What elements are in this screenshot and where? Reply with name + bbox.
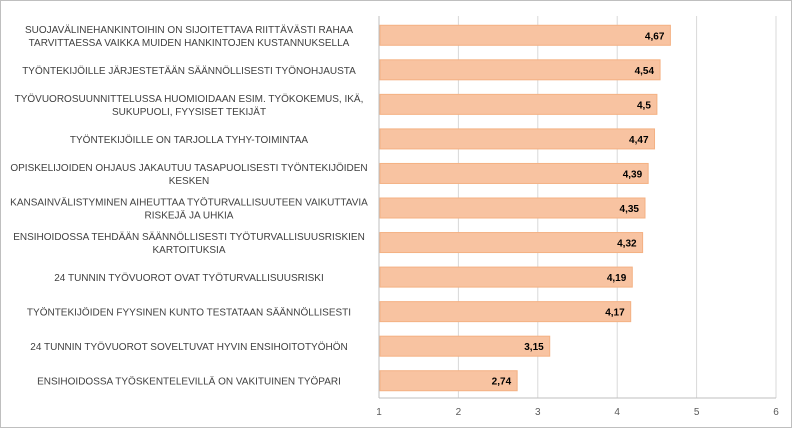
category-labels: SUOJAVÄLINEHANKINTOIHIN ON SIJOITETTAVA … bbox=[10, 24, 368, 388]
data-label: 4,47 bbox=[629, 135, 649, 146]
category-label-line: 24 TUNNIN TYÖVUOROT OVAT TYÖTURVALLISUUS… bbox=[54, 272, 324, 284]
category-label: ENSIHOIDOSSA TYÖSKENTELEVILLÄ ON VAKITUI… bbox=[37, 376, 341, 388]
category-label-line: RISKEJÄ JA UHKIA bbox=[145, 210, 234, 222]
category-label-line: KARTOITUKSIA bbox=[153, 245, 226, 256]
bar bbox=[379, 197, 646, 219]
category-label: OPISKELIJOIDEN OHJAUS JAKAUTUU TASAPUOLI… bbox=[10, 162, 367, 187]
category-label: TYÖNTEKIJÖILLE ON TARJOLLA TYHY-TOIMINTA… bbox=[70, 134, 309, 146]
category-label: 24 TUNNIN TYÖVUOROT OVAT TYÖTURVALLISUUS… bbox=[54, 272, 324, 284]
x-tick-label: 6 bbox=[773, 407, 779, 418]
category-label-line: KESKEN bbox=[169, 176, 210, 187]
data-label: 4,67 bbox=[645, 31, 665, 42]
category-label-line: TYÖNTEKIJÖILLE JÄRJESTETÄÄN SÄÄNNÖLLISES… bbox=[22, 65, 356, 77]
category-label-line: ENSIHOIDOSSA TEHDÄÄN SÄÄNNÖLLISESTI TYÖT… bbox=[13, 231, 365, 243]
category-label: ENSIHOIDOSSA TEHDÄÄN SÄÄNNÖLLISESTI TYÖT… bbox=[13, 231, 365, 256]
category-label-line: OPISKELIJOIDEN OHJAUS JAKAUTUU TASAPUOLI… bbox=[10, 162, 367, 174]
bar bbox=[379, 24, 671, 46]
x-axis: 1 2 3 4 5 6 bbox=[376, 397, 779, 418]
category-label-line: TYÖNTEKIJÖIDEN FYYSINEN KUNTO TESTATAAN … bbox=[27, 307, 351, 319]
category-label: KANSAINVÄLISTYMINEN AIHEUTTAA TYÖTURVALL… bbox=[10, 197, 368, 222]
category-label-line: TYÖNTEKIJÖILLE ON TARJOLLA TYHY-TOIMINTA… bbox=[70, 134, 309, 146]
category-label-line: 24 TUNNIN TYÖVUOROT SOVELTUVAT HYVIN ENS… bbox=[30, 341, 347, 353]
data-label: 4,54 bbox=[635, 66, 655, 77]
bar bbox=[379, 266, 633, 288]
data-label: 4,35 bbox=[620, 204, 640, 215]
bar bbox=[379, 93, 658, 115]
bar bbox=[379, 232, 644, 254]
bars: 4,67 4,54 4,5 4,47 4,39 4,35 4,32 4,19 4,17 3,15 2… bbox=[379, 24, 671, 392]
category-label-line: KANSAINVÄLISTYMINEN AIHEUTTAA TYÖTURVALL… bbox=[10, 197, 368, 209]
category-label-line: SUOJAVÄLINEHANKINTOIHIN ON SIJOITETTAVA … bbox=[25, 24, 353, 36]
category-label-line: TYÖVUOROSUUNNITTELUSSA HUOMIOIDAAN ESIM.… bbox=[15, 93, 364, 105]
x-tick-label: 4 bbox=[614, 407, 620, 418]
data-label: 4,17 bbox=[605, 308, 625, 319]
category-label-line: ENSIHOIDOSSA TYÖSKENTELEVILLÄ ON VAKITUI… bbox=[37, 376, 341, 388]
data-label: 4,5 bbox=[637, 100, 651, 111]
data-label: 3,15 bbox=[524, 342, 544, 353]
data-label: 2,74 bbox=[492, 377, 512, 388]
category-label-line: TARVITTAESSA VAIKKA MUIDEN HANKINTOJEN K… bbox=[29, 38, 350, 49]
bar bbox=[379, 335, 551, 357]
category-label: 24 TUNNIN TYÖVUOROT SOVELTUVAT HYVIN ENS… bbox=[30, 341, 347, 353]
x-tick-label: 2 bbox=[456, 407, 462, 418]
x-tick-label: 5 bbox=[694, 407, 700, 418]
category-label: TYÖNTEKIJÖIDEN FYYSINEN KUNTO TESTATAAN … bbox=[27, 307, 351, 319]
bar bbox=[379, 128, 656, 150]
data-label: 4,32 bbox=[617, 239, 637, 250]
category-label: SUOJAVÄLINEHANKINTOIHIN ON SIJOITETTAVA … bbox=[25, 24, 353, 49]
data-label: 4,39 bbox=[623, 169, 643, 180]
bar bbox=[379, 162, 649, 184]
x-tick-label: 3 bbox=[535, 407, 541, 418]
bar bbox=[379, 370, 518, 392]
category-label-line: SUKUPUOLI, FYYSISET TEKIJÄT bbox=[112, 106, 266, 118]
category-label: TYÖVUOROSUUNNITTELUSSA HUOMIOIDAAN ESIM.… bbox=[15, 93, 364, 118]
bar bbox=[379, 59, 661, 81]
bar bbox=[379, 301, 632, 323]
data-label: 4,19 bbox=[607, 273, 627, 284]
x-tick-label: 1 bbox=[376, 407, 382, 418]
category-label: TYÖNTEKIJÖILLE JÄRJESTETÄÄN SÄÄNNÖLLISES… bbox=[22, 65, 356, 77]
